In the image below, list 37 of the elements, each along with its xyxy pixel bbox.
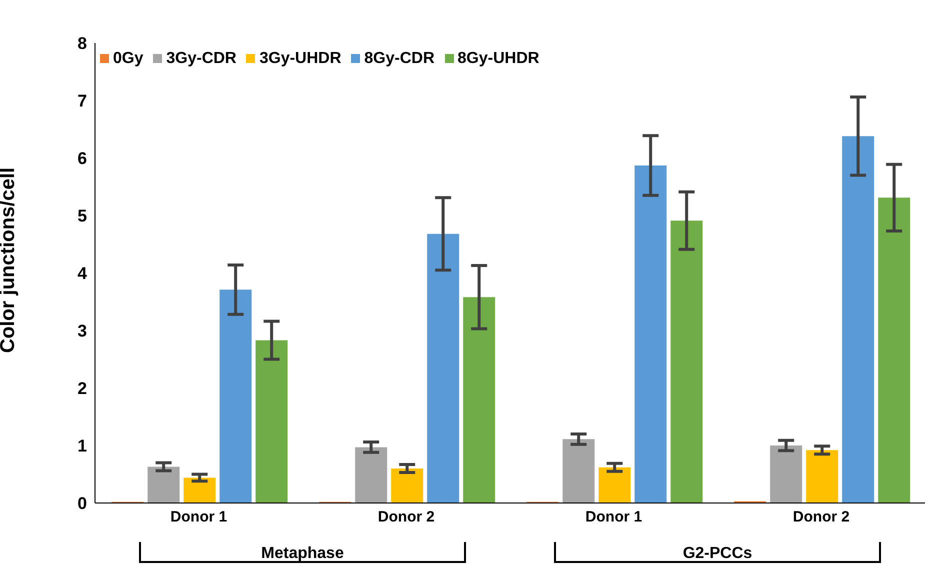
y-tick-label: 2 — [78, 379, 87, 398]
legend-label: 3Gy-UHDR — [259, 50, 342, 67]
bar — [770, 446, 802, 503]
bar — [427, 234, 460, 503]
x-tick-label: Donor 2 — [792, 508, 850, 526]
bar — [148, 466, 180, 503]
x-tick-label: Donor 2 — [378, 508, 435, 526]
y-tick-label: 8 — [78, 34, 87, 54]
legend-label: 0Gy — [113, 50, 144, 67]
bar — [184, 478, 216, 503]
legend-label: 8Gy-CDR — [364, 50, 435, 67]
y-axis-title: Color junctions/cell — [0, 167, 20, 353]
bar — [878, 198, 910, 503]
y-tick-label: 5 — [78, 206, 87, 226]
x-tick-label: Donor 1 — [170, 508, 228, 526]
y-tick-label: 6 — [78, 149, 87, 168]
legend-label: 3Gy-CDR — [166, 50, 236, 67]
text: G2-PCCs — [682, 545, 752, 562]
bar — [562, 439, 595, 503]
bar — [634, 165, 667, 503]
text: Metaphase — [261, 545, 344, 562]
bar — [220, 290, 252, 503]
bar — [355, 447, 388, 503]
y-tick-label: 0 — [78, 494, 87, 514]
y-tick-label: 7 — [78, 92, 87, 111]
bar — [463, 297, 496, 503]
y-tick-label: 1 — [78, 436, 87, 456]
legend-label: 8Gy-UHDR — [458, 50, 540, 67]
bar — [806, 450, 838, 503]
bar — [598, 467, 631, 503]
y-tick-label: 3 — [78, 322, 87, 341]
x-tick-label: Donor 1 — [585, 508, 642, 526]
bar — [670, 220, 703, 503]
y-tick-label: 4 — [78, 264, 88, 284]
bar — [842, 136, 874, 503]
bar — [391, 468, 424, 503]
bar — [256, 340, 288, 503]
